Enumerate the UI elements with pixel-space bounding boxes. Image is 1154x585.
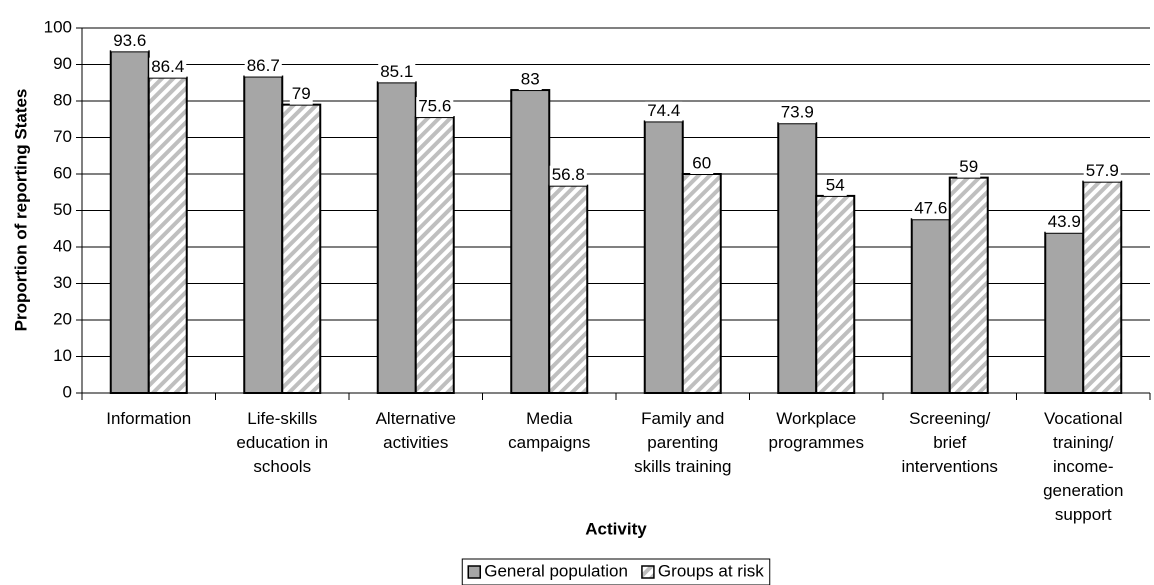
bar — [815, 194, 856, 394]
bar — [281, 103, 322, 395]
value-label: 93.6 — [113, 31, 146, 50]
bar — [376, 81, 417, 394]
value-label: 79 — [292, 84, 311, 103]
value-label-bg — [149, 57, 187, 78]
y-tick-label: 30 — [53, 273, 72, 292]
y-tick-label: 60 — [53, 163, 72, 182]
x-tick-label: Life-skills education in schools — [236, 409, 328, 476]
value-label: 83 — [521, 70, 540, 89]
value-label: 60 — [692, 153, 711, 172]
x-tick-label: Media campaigns — [508, 409, 590, 452]
bar — [1082, 180, 1123, 394]
value-label-bg — [1083, 161, 1121, 182]
x-tick-label: Workplace programmes — [769, 409, 864, 452]
legend-label: General population — [484, 561, 628, 580]
bar — [548, 184, 589, 394]
bar — [414, 116, 455, 394]
y-tick-label: 0 — [63, 382, 72, 401]
y-tick-label: 90 — [53, 54, 72, 73]
value-label-bg — [645, 101, 683, 122]
value-label-bg — [378, 62, 416, 83]
value-label: 47.6 — [914, 199, 947, 218]
value-label: 56.8 — [552, 165, 585, 184]
y-tick-label: 70 — [53, 127, 72, 146]
value-label: 43.9 — [1048, 212, 1081, 231]
value-label: 57.9 — [1086, 161, 1119, 180]
value-label-bg — [823, 175, 847, 196]
legend-label: Groups at risk — [658, 561, 764, 580]
bar — [681, 173, 722, 394]
bar — [1044, 231, 1085, 394]
value-label-bg — [1045, 212, 1083, 233]
value-label: 75.6 — [418, 97, 451, 116]
value-label: 85.1 — [380, 62, 413, 81]
value-label-bg — [957, 157, 981, 178]
y-tick-label: 50 — [53, 200, 72, 219]
legend-frame — [461, 558, 771, 585]
value-label-bg — [690, 154, 714, 174]
bar — [109, 50, 150, 395]
bar — [243, 75, 284, 394]
bar — [510, 89, 551, 395]
value-label-bg — [518, 70, 542, 91]
value-label: 54 — [826, 175, 845, 194]
value-label: 73.9 — [781, 103, 814, 122]
value-label-bg — [778, 103, 816, 124]
x-tick-label: Information — [106, 409, 191, 428]
x-tick-label: Family and parenting skills training — [634, 409, 731, 476]
value-label: 86.7 — [247, 56, 280, 75]
value-label: 86.4 — [151, 57, 184, 76]
y-tick-label: 100 — [44, 17, 72, 36]
x-tick-label: Screening/brief interventions — [902, 409, 998, 476]
value-label-bg — [289, 84, 313, 105]
bar — [777, 122, 818, 394]
y-tick-label: 80 — [53, 90, 72, 109]
x-tick-label: Vocational training/income-generation supp… — [1043, 409, 1123, 524]
value-label-bg — [549, 165, 587, 186]
bar — [910, 218, 951, 394]
x-tick-label: Alternative activities — [376, 409, 456, 452]
legend-swatch — [641, 565, 655, 579]
y-tick-label: 10 — [53, 346, 72, 365]
legend: General population Groups at risk — [461, 558, 771, 585]
bar — [948, 176, 989, 394]
value-label-bg — [912, 199, 950, 220]
value-label: 74.4 — [647, 101, 680, 120]
legend-swatch — [467, 565, 482, 579]
bar — [147, 76, 188, 394]
value-label: 59 — [959, 157, 978, 176]
y-axis-label: Proportion of reporting States — [11, 89, 30, 332]
x-axis-label: Activity — [585, 519, 647, 538]
value-label-bg — [416, 97, 454, 118]
y-tick-label: 20 — [53, 309, 72, 328]
value-label-bg — [111, 31, 149, 52]
y-tick-label: 40 — [53, 236, 72, 255]
bar — [643, 120, 684, 394]
value-label-bg — [244, 56, 282, 77]
